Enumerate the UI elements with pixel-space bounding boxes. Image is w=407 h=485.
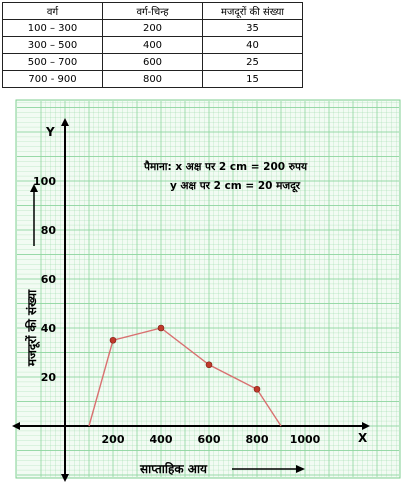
y-title-arrowhead [30, 184, 38, 192]
series-line [88, 324, 282, 427]
y-tick-label: 80 [41, 224, 57, 237]
x-title-arrowhead [296, 465, 305, 473]
scale-note-line-2: y अक्ष पर 2 cm = 20 मजदूर [170, 180, 301, 193]
frequency-table: वर्ग वर्ग-चिन्ह मजदूरों की संख्या 100 – … [2, 2, 303, 88]
header-class-mark: वर्ग-चिन्ह [102, 2, 203, 20]
table-row: 700 - 900 800 15 [2, 70, 303, 88]
table-cell: 500 – 700 [2, 53, 103, 71]
y-axis-arrowhead-bottom [61, 474, 69, 482]
x-tick-label: 800 [246, 433, 269, 446]
table-cell: 800 [102, 70, 203, 88]
x-tick-label: 1000 [290, 433, 321, 446]
table-cell: 600 [102, 53, 203, 71]
table-header-row: वर्ग वर्ग-चिन्ह मजदूरों की संख्या [2, 2, 303, 20]
data-point [109, 336, 117, 344]
y-axis-title: मजदूरों की संख्या [25, 289, 40, 367]
data-point [157, 324, 165, 332]
table-row: 300 – 500 400 40 [2, 36, 303, 54]
x-axis-title: साप्ताहिक आय [139, 462, 208, 476]
table-cell: 100 – 300 [2, 19, 103, 37]
header-workers-count: मजदूरों की संख्या [202, 2, 303, 20]
table-cell: 700 - 900 [2, 70, 103, 88]
table-cell: 35 [202, 19, 303, 37]
table-row: 100 – 300 200 35 [2, 19, 303, 37]
frequency-polygon-chart: 200 400 600 800 1000 20 40 60 80 100 Y X मजदूरों … [0, 96, 407, 485]
x-tick-label: 400 [150, 433, 173, 446]
series-polyline [88, 327, 282, 427]
x-axis-arrowhead-left [12, 422, 20, 430]
table-cell: 15 [202, 70, 303, 88]
table-cell: 25 [202, 53, 303, 71]
x-axis-letter: X [358, 431, 368, 445]
tick-labels: 200 400 600 800 1000 20 40 60 80 100 [33, 175, 321, 446]
data-point [205, 361, 213, 369]
scale-note-line-1: पैमाना: x अक्ष पर 2 cm = 200 रुपय [143, 160, 308, 173]
y-axis-letter: Y [45, 125, 55, 139]
y-axis-arrowhead-top [61, 118, 69, 126]
x-tick-label: 200 [102, 433, 125, 446]
x-tick-label: 600 [198, 433, 221, 446]
y-tick-label: 60 [41, 273, 57, 286]
table-cell: 300 – 500 [2, 36, 103, 54]
data-point [253, 385, 261, 393]
table-cell: 400 [102, 36, 203, 54]
x-axis-arrowhead-right [362, 422, 370, 430]
table-row: 500 – 700 600 25 [2, 53, 303, 71]
y-tick-label: 100 [33, 175, 56, 188]
axes [12, 118, 370, 482]
y-tick-label: 20 [41, 371, 57, 384]
header-class: वर्ग [2, 2, 103, 20]
y-tick-label: 40 [41, 322, 57, 335]
table-cell: 200 [102, 19, 203, 37]
table-cell: 40 [202, 36, 303, 54]
